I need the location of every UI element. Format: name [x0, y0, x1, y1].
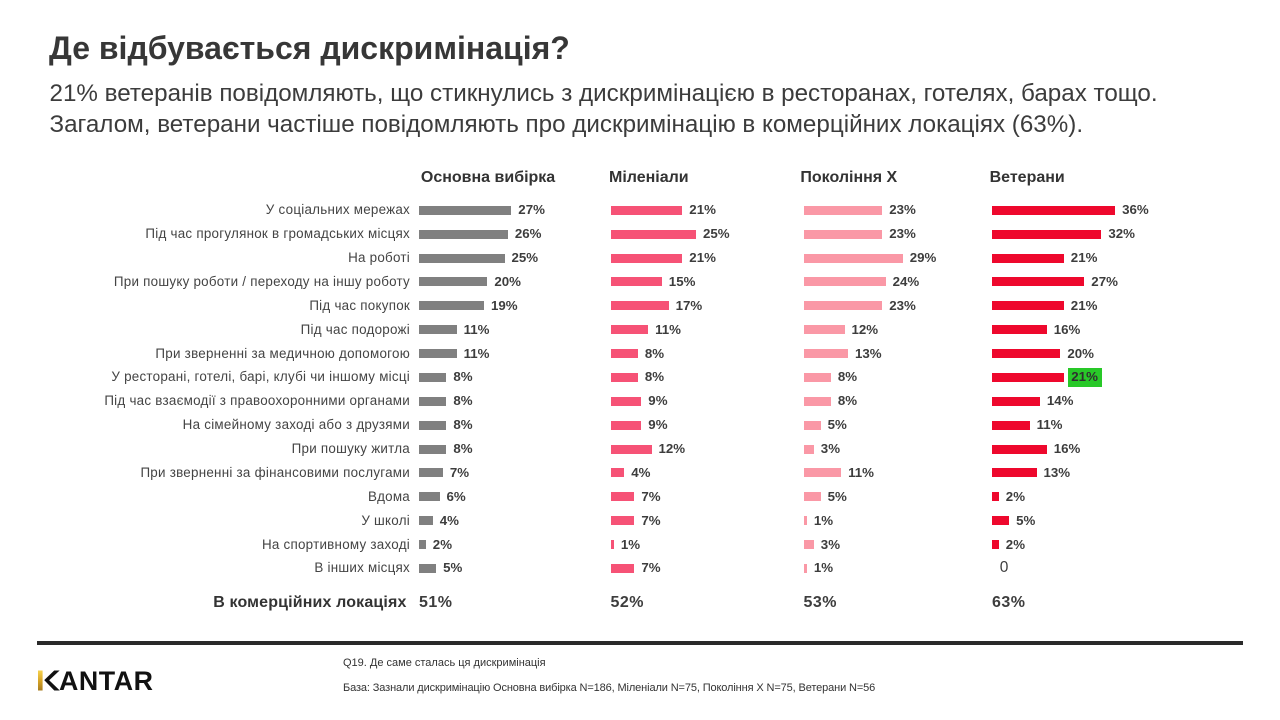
svg-text:ANTAR: ANTAR	[59, 670, 154, 691]
